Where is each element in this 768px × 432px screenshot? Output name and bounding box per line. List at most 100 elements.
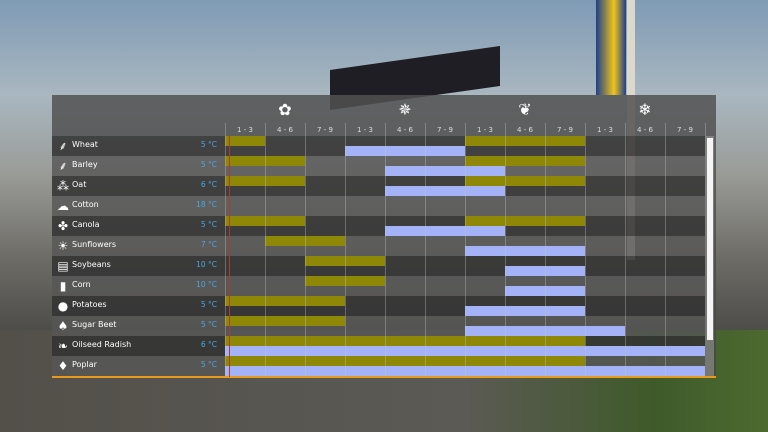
crop-name: Corn	[72, 280, 91, 289]
crop-calendar-panel: ✿ ✵ ❦ ❄ ⸙ Wheat 5 °C ⸙ Barley 5 °C ⁂ Oat 6 °C ☁ Cotto…	[52, 95, 716, 378]
grid-divider	[345, 123, 346, 376]
harvest-period-bar	[425, 146, 465, 156]
planting-period-bar	[265, 356, 305, 366]
grid-divider	[425, 123, 426, 376]
harvest-period-bar	[225, 346, 265, 356]
crop-name: Oilseed Radish	[72, 340, 132, 349]
harvest-period-bar	[345, 346, 385, 356]
crop-row[interactable]: ⁂ Oat 6 °C	[52, 176, 705, 196]
crop-row[interactable]: ✤ Canola 5 °C	[52, 216, 705, 236]
potato-icon: ●	[57, 299, 69, 313]
harvest-period-bar	[425, 346, 465, 356]
harvest-period-bar	[265, 346, 305, 356]
planting-period-bar	[265, 316, 305, 326]
planting-period-bar	[225, 156, 265, 166]
crop-name: Sugar Beet	[72, 320, 117, 329]
germination-temperature: 5 °C	[200, 220, 217, 229]
planting-period-bar	[305, 316, 345, 326]
planting-period-bar	[305, 276, 345, 286]
scrollbar[interactable]	[706, 136, 714, 376]
harvest-period-bar	[385, 166, 425, 176]
planting-period-bar	[465, 216, 505, 226]
grid-divider	[305, 123, 306, 376]
period-label: 7 - 9	[557, 126, 573, 134]
harvest-period-bar	[265, 366, 305, 376]
planting-period-bar	[505, 176, 545, 186]
planting-period-bar	[305, 256, 345, 266]
planting-period-bar	[345, 276, 385, 286]
planting-period-bar	[345, 256, 385, 266]
harvest-period-bar	[305, 366, 345, 376]
crop-name: Cotton	[72, 200, 99, 209]
harvest-period-bar	[465, 306, 505, 316]
period-label: 4 - 6	[517, 126, 533, 134]
crop-name: Sunflowers	[72, 240, 117, 249]
crop-row[interactable]: ☁ Cotton 18 °C	[52, 196, 705, 216]
harvest-period-bar	[585, 346, 625, 356]
crop-row[interactable]: ⸙ Barley 5 °C	[52, 156, 705, 176]
harvest-period-bar	[545, 286, 585, 296]
crop-row[interactable]: ● Potatoes 5 °C	[52, 296, 705, 316]
germination-temperature: 5 °C	[200, 320, 217, 329]
current-time-marker	[229, 136, 230, 377]
harvest-period-bar	[545, 366, 585, 376]
germination-temperature: 10 °C	[196, 260, 217, 269]
crop-name: Poplar	[72, 360, 97, 369]
planting-period-bar	[385, 356, 425, 366]
harvest-period-bar	[625, 366, 665, 376]
period-label: 7 - 9	[677, 126, 693, 134]
crop-row[interactable]: ▮ Corn 10 °C	[52, 276, 705, 296]
background-flag	[596, 0, 626, 95]
harvest-period-bar	[345, 366, 385, 376]
planting-period-bar	[505, 336, 545, 346]
planting-period-bar	[225, 316, 265, 326]
planting-period-bar	[225, 216, 265, 226]
scrollbar-thumb[interactable]	[707, 138, 713, 340]
crop-row[interactable]: ♦ Poplar 5 °C	[52, 356, 705, 376]
sun-icon: ✵	[398, 100, 412, 119]
planting-period-bar	[545, 336, 585, 346]
crop-name: Soybeans	[72, 260, 111, 269]
germination-temperature: 6 °C	[200, 180, 217, 189]
harvest-period-bar	[505, 246, 545, 256]
crop-row[interactable]: ❧ Oilseed Radish 6 °C	[52, 336, 705, 356]
crop-name: Potatoes	[72, 300, 107, 309]
period-label: 4 - 6	[397, 126, 413, 134]
harvest-period-bar	[545, 266, 585, 276]
planting-period-bar	[385, 336, 425, 346]
harvest-period-bar	[545, 346, 585, 356]
period-label: 1 - 3	[237, 126, 253, 134]
crop-row[interactable]: ♠ Sugar Beet 5 °C	[52, 316, 705, 336]
grid-divider	[225, 123, 226, 376]
planting-period-bar	[265, 156, 305, 166]
grid-divider	[265, 123, 266, 376]
harvest-period-bar	[585, 366, 625, 376]
harvest-period-bar	[465, 366, 505, 376]
planting-period-bar	[305, 236, 345, 246]
planting-period-bar	[345, 356, 385, 366]
harvest-period-bar	[465, 166, 505, 176]
planting-period-bar	[505, 356, 545, 366]
harvest-period-bar	[425, 366, 465, 376]
planting-period-bar	[225, 136, 265, 146]
period-label: 4 - 6	[637, 126, 653, 134]
planting-period-bar	[305, 356, 345, 366]
harvest-period-bar	[385, 366, 425, 376]
wheat-icon: ⸙	[58, 139, 68, 153]
period-label: 7 - 9	[437, 126, 453, 134]
harvest-period-bar	[465, 326, 505, 336]
grid-divider	[625, 123, 626, 376]
harvest-period-bar	[665, 346, 705, 356]
planting-period-bar	[545, 156, 585, 166]
grid-divider	[705, 123, 706, 376]
crop-row[interactable]: ☀ Sunflowers 7 °C	[52, 236, 705, 256]
snowflake-icon: ❄	[638, 100, 652, 119]
crop-row[interactable]: ⸙ Wheat 5 °C	[52, 136, 705, 156]
canola-icon: ✤	[57, 219, 69, 233]
crop-row[interactable]: ▤ Soybeans 10 °C	[52, 256, 705, 276]
grid-divider	[465, 123, 466, 376]
harvest-period-bar	[505, 366, 545, 376]
germination-temperature: 5 °C	[200, 300, 217, 309]
period-label: 1 - 3	[597, 126, 613, 134]
harvest-period-bar	[545, 246, 585, 256]
